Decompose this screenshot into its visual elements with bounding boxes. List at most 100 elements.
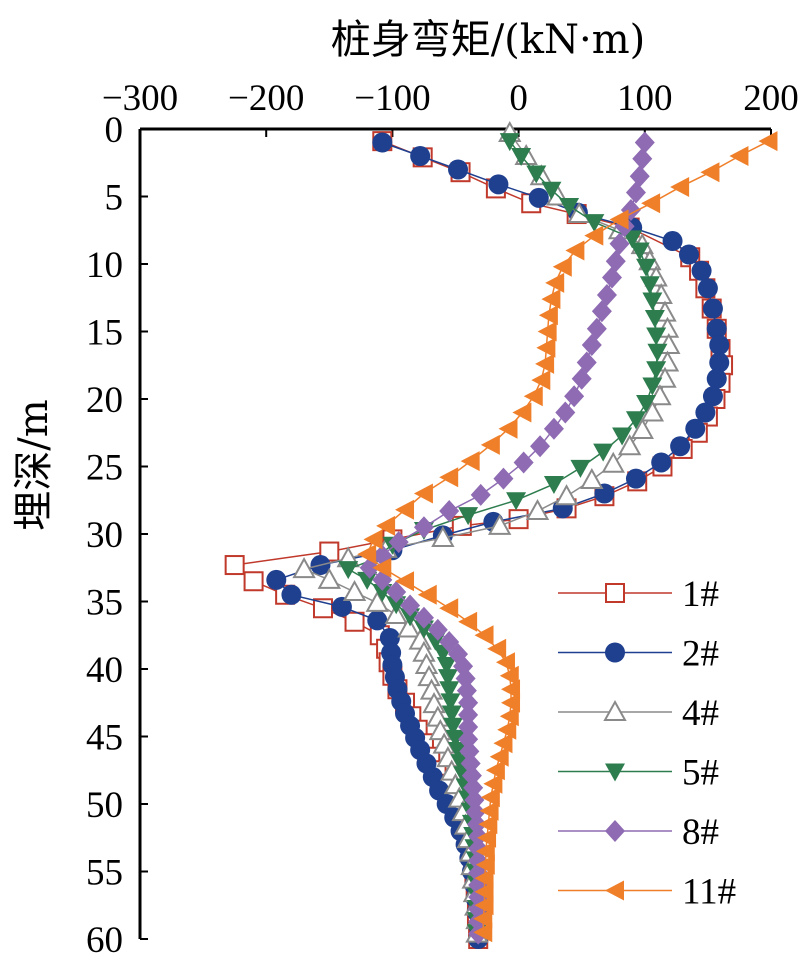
- data-point: [413, 620, 434, 639]
- data-point: [473, 922, 493, 943]
- legend-item: 11#: [558, 872, 736, 913]
- data-point: [439, 681, 460, 700]
- data-point: [559, 197, 580, 216]
- data-point: [570, 459, 591, 478]
- data-point: [584, 214, 605, 233]
- data-point: [224, 555, 245, 576]
- data-point: [552, 256, 572, 277]
- data-point: [697, 278, 718, 299]
- data-point: [473, 908, 493, 929]
- data-point: [386, 596, 407, 615]
- data-point: [400, 594, 421, 617]
- data-point: [629, 242, 650, 261]
- data-point: [439, 500, 460, 523]
- data-point: [647, 343, 668, 362]
- legend-marker: [605, 880, 624, 901]
- series-5: [338, 133, 668, 943]
- legend-marker: [605, 583, 625, 603]
- data-point: [487, 513, 512, 535]
- legend-item: 5#: [558, 753, 719, 794]
- data-point: [427, 618, 448, 641]
- y-axis-title: 埋深/m: [11, 399, 57, 530]
- data-point: [458, 703, 479, 726]
- legend-marker: [605, 820, 625, 842]
- data-point: [609, 232, 630, 255]
- data-point: [474, 881, 494, 902]
- legend-item: 2#: [558, 634, 719, 675]
- data-point: [439, 598, 459, 619]
- data-point: [528, 187, 549, 208]
- data-point: [555, 401, 576, 424]
- data-point: [448, 742, 469, 760]
- legend-item: 8#: [558, 812, 719, 853]
- y-tick-label: 5: [105, 178, 124, 219]
- data-point: [601, 451, 625, 473]
- x-tick-label: −100: [354, 78, 430, 119]
- data-point: [445, 729, 466, 748]
- data-point: [531, 370, 551, 391]
- data-point: [625, 411, 646, 430]
- data-point: [709, 352, 730, 373]
- data-point: [468, 825, 489, 848]
- data-point: [379, 627, 400, 648]
- legend-item: 1#: [558, 574, 719, 615]
- data-point: [543, 417, 564, 440]
- data-point: [530, 435, 551, 458]
- y-tick-label: 40: [86, 650, 123, 691]
- data-point: [470, 483, 491, 506]
- data-point: [526, 165, 547, 184]
- data-point: [474, 625, 494, 646]
- data-point: [460, 451, 480, 472]
- data-point: [413, 516, 434, 539]
- data-point: [525, 498, 550, 521]
- data-point: [422, 692, 446, 714]
- data-point: [458, 611, 478, 632]
- data-point: [400, 608, 421, 627]
- y-tick-label: 30: [86, 515, 123, 556]
- data-point: [344, 611, 365, 632]
- data-point: [640, 400, 665, 422]
- x-tick-label: 200: [743, 78, 799, 119]
- data-point: [580, 467, 604, 489]
- data-point: [584, 225, 604, 246]
- data-point: [397, 616, 421, 638]
- data-point: [538, 305, 558, 326]
- data-point: [458, 691, 479, 714]
- data-point: [372, 557, 392, 578]
- data-point: [541, 181, 562, 200]
- data-point: [431, 525, 455, 548]
- series-11: [357, 131, 778, 943]
- data-point: [523, 386, 543, 407]
- data-point: [646, 327, 667, 346]
- data-point: [642, 377, 663, 396]
- series-line: [368, 142, 646, 934]
- data-point: [363, 529, 383, 550]
- y-tick-label: 35: [86, 583, 123, 624]
- data-point: [474, 868, 494, 889]
- legend-label: 8#: [682, 812, 719, 853]
- data-point: [479, 800, 499, 821]
- legend-marker: [603, 699, 627, 721]
- data-point: [331, 596, 352, 617]
- data-point: [662, 231, 683, 252]
- data-point: [395, 571, 415, 592]
- data-point: [474, 895, 494, 916]
- data-point: [632, 147, 653, 170]
- series-8: [359, 131, 655, 945]
- legend-label: 1#: [682, 574, 719, 615]
- y-tick-label: 25: [86, 448, 123, 489]
- y-tick-label: 10: [86, 245, 123, 286]
- data-point: [541, 289, 561, 310]
- legend-label: 5#: [682, 753, 719, 794]
- data-point: [493, 467, 514, 490]
- x-axis-title: 桩身弯矩/(kN·m): [331, 17, 646, 63]
- data-point: [428, 719, 453, 741]
- x-tick-label: 0: [509, 78, 528, 119]
- data-point: [458, 716, 479, 739]
- data-point: [695, 402, 716, 423]
- data-point: [511, 148, 532, 166]
- data-point: [612, 427, 633, 446]
- y-tick-label: 15: [86, 313, 123, 354]
- data-point: [617, 434, 642, 456]
